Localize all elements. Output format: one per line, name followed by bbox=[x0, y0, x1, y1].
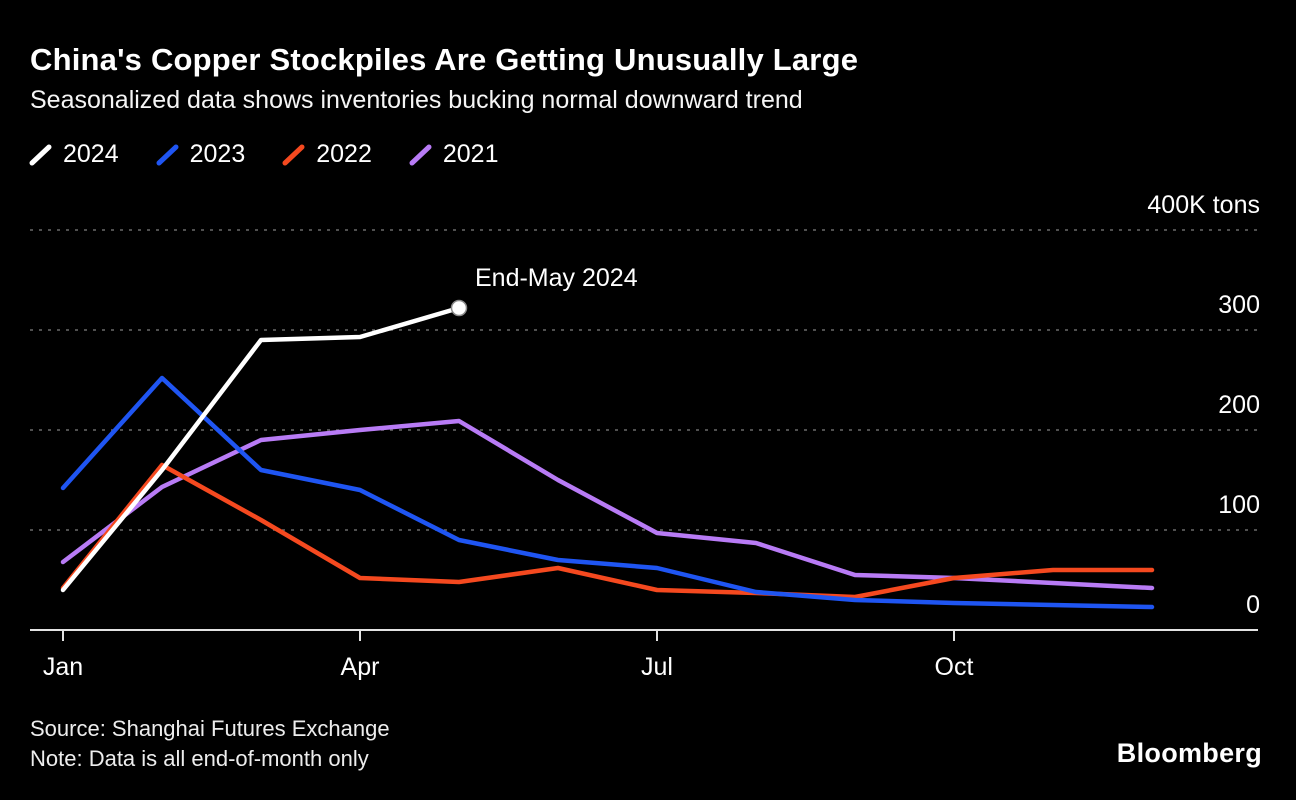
bloomberg-logo: Bloomberg bbox=[1116, 738, 1262, 768]
line-swatch-icon bbox=[282, 144, 305, 165]
y-axis-label-400: 400K tons bbox=[1147, 191, 1260, 219]
x-axis-label-Oct: Oct bbox=[935, 653, 974, 681]
legend-label: 2022 bbox=[316, 140, 372, 168]
chart-subtitle: Seasonalized data shows inventories buck… bbox=[30, 86, 803, 114]
line-2023 bbox=[60, 375, 1155, 610]
y-axis-label-300: 300 bbox=[1218, 291, 1260, 319]
x-axis-label-Jul: Jul bbox=[641, 653, 673, 681]
note-text: Note: Data is all end-of-month only bbox=[30, 746, 369, 771]
legend-label: 2021 bbox=[442, 140, 499, 168]
legend-item-2021: 2021 bbox=[408, 140, 499, 169]
line-2022 bbox=[60, 462, 1155, 600]
legend-label: 2024 bbox=[63, 140, 119, 168]
legend-item-2024: 2024 bbox=[28, 140, 119, 169]
x-axis: Jan Apr Jul Oct bbox=[30, 629, 1258, 681]
chart-title: China's Copper Stockpiles Are Getting Un… bbox=[30, 42, 859, 77]
end-may-point-marker bbox=[450, 299, 468, 317]
legend-label: 2023 bbox=[189, 140, 246, 168]
line-swatch-icon bbox=[29, 144, 52, 165]
line-2024 bbox=[60, 305, 462, 593]
source-text: Source: Shanghai Futures Exchange bbox=[30, 716, 390, 741]
y-axis-label-0: 0 bbox=[1246, 591, 1260, 619]
y-axis-label-100: 100 bbox=[1218, 491, 1260, 519]
line-swatch-icon bbox=[409, 144, 432, 165]
gridlines: 0 100 200 300 400K tons bbox=[30, 191, 1260, 619]
chart-legend: 2024 2023 2022 2021 bbox=[28, 140, 499, 169]
x-axis-label-Apr: Apr bbox=[341, 653, 380, 681]
annotation-end-may-2024: End-May 2024 bbox=[475, 264, 638, 292]
line-swatch-icon bbox=[156, 144, 179, 165]
series-lines bbox=[60, 305, 1155, 610]
y-axis-label-200: 200 bbox=[1218, 391, 1260, 419]
legend-item-2022: 2022 bbox=[281, 140, 372, 169]
legend-item-2023: 2023 bbox=[155, 140, 246, 169]
x-axis-label-Jan: Jan bbox=[43, 653, 83, 681]
